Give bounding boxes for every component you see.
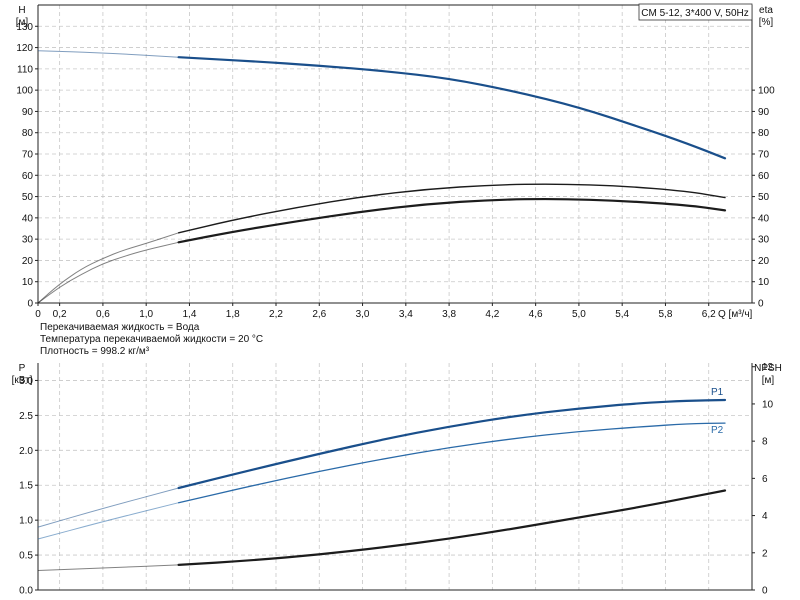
top-left-tick-label: 110	[17, 64, 33, 75]
top-right-tick-label: 0	[758, 299, 764, 310]
top-left-tick-label: 80	[22, 128, 34, 139]
bottom-P2-thin-line	[37, 502, 179, 540]
top-right-tick-label: 90	[758, 107, 770, 118]
top-right-tick-label: 30	[758, 235, 770, 246]
top-x-tick-label: 1,0	[139, 309, 153, 320]
top-H-thin-line	[37, 50, 179, 58]
bottom-P1-thin-line	[37, 487, 179, 528]
top-left-tick-label: 20	[22, 256, 34, 267]
top-H-line	[177, 56, 727, 160]
top-right-axis-unit: [%]	[759, 17, 774, 28]
top-x-tick-label: 0,6	[96, 309, 110, 320]
bottom-right-tick-label: 0	[762, 586, 768, 597]
top-right-tick-label: 80	[758, 128, 770, 139]
top-x-tick-label: 0	[35, 309, 41, 320]
bottom-left-tick-label: 3.0	[19, 376, 33, 387]
top-right-tick-label: 100	[758, 86, 775, 97]
top-x-tick-label: 5,8	[659, 309, 673, 320]
top-right-tick-label: 10	[758, 277, 770, 288]
top-eta_total-thin-line	[37, 232, 179, 304]
top-right-tick-label: 70	[758, 150, 770, 161]
top-x-tick-label: 2,6	[312, 309, 326, 320]
series-label-p2: P2	[711, 425, 724, 436]
bottom-P1-line	[177, 398, 727, 490]
top-x-tick-label: 0,2	[53, 309, 67, 320]
top-eta_pump-thin-line	[37, 241, 179, 304]
top-left-tick-label: 100	[16, 86, 33, 97]
top-left-tick-label: 60	[22, 171, 34, 182]
bottom-left-axis-label: P	[19, 363, 26, 374]
top-right-axis-label: eta	[759, 5, 773, 16]
bottom-NPSH-line	[177, 489, 727, 566]
top-x-tick-label: 3,8	[442, 309, 456, 320]
top-left-tick-label: 50	[22, 192, 34, 203]
top-left-tick-label: 0	[27, 299, 33, 310]
bottom-right-axis-unit: [м]	[762, 375, 775, 386]
top-x-tick-label: 4,2	[485, 309, 499, 320]
bottom-left-tick-label: 1.5	[19, 481, 33, 492]
bottom-right-tick-label: 10	[762, 399, 774, 410]
top-right-tick-label: 20	[758, 256, 770, 267]
top-left-tick-label: 40	[22, 213, 34, 224]
info-line-1: Температура перекачиваемой жидкости = 20…	[40, 334, 263, 345]
top-left-tick-label: 120	[16, 43, 33, 54]
power-npsh-chart: 0.0 0.5 1.0 1.5 2.0 2.5 3.0 0 2 4 6 8 10 12 P[кВт] NPSH…	[12, 362, 782, 596]
legend-box-text: CM 5-12, 3*400 V, 50Hz	[641, 8, 748, 19]
top-x-tick-label: 2,2	[269, 309, 283, 320]
bottom-right-tick-label: 6	[762, 474, 768, 485]
legend-box	[638, 3, 753, 21]
bottom-right-tick-label: 12	[762, 362, 774, 373]
top-eta_total-line	[177, 183, 726, 234]
top-x-tick-label: 5,0	[572, 309, 586, 320]
top-x-axis-label: Q [м³/ч]	[718, 309, 753, 320]
top-left-tick-label: 10	[22, 277, 34, 288]
bottom-right-axis-label: NPSH	[754, 363, 782, 374]
top-left-tick-label: 30	[22, 235, 34, 246]
top-x-tick-label: 1,8	[226, 309, 240, 320]
bottom-right-tick-label: 2	[762, 548, 768, 559]
info-line-2: Плотность = 998.2 кг/м³	[40, 346, 150, 357]
top-x-tick-label: 6,2	[702, 309, 716, 320]
head-efficiency-chart: 0 10 20 30 40 50 60 70 80 90 100 110 120 130 0 10 20 30 40…	[16, 3, 775, 357]
top-right-tick-label: 60	[758, 171, 770, 182]
bottom-NPSH-thin-line	[37, 564, 179, 571]
top-left-axis-label: H	[18, 5, 25, 16]
top-left-tick-label: 130	[16, 22, 33, 33]
series-label-p1: P1	[711, 387, 724, 398]
top-left-tick-label: 70	[22, 150, 34, 161]
top-x-tick-label: 1,4	[183, 309, 197, 320]
bottom-left-tick-label: 0.0	[19, 586, 33, 597]
top-x-tick-label: 4,6	[529, 309, 543, 320]
bottom-right-tick-label: 4	[762, 511, 768, 522]
bottom-left-tick-label: 1.0	[19, 516, 33, 527]
top-x-tick-label: 5,4	[615, 309, 629, 320]
top-left-axis-unit: [м]	[16, 17, 29, 28]
top-eta_pump-line	[177, 197, 727, 244]
bottom-P2-line	[177, 422, 726, 504]
top-right-tick-label: 50	[758, 192, 770, 203]
top-left-tick-label: 90	[22, 107, 34, 118]
top-right-tick-label: 40	[758, 213, 770, 224]
bottom-left-tick-label: 2.0	[19, 446, 33, 457]
bottom-right-tick-label: 8	[762, 437, 768, 448]
bottom-left-tick-label: 2.5	[19, 411, 33, 422]
bottom-left-tick-label: 0.5	[19, 551, 33, 562]
top-x-tick-label: 3,4	[399, 309, 413, 320]
top-x-tick-label: 3,0	[356, 309, 370, 320]
info-line-0: Перекачиваемая жидкость = Вода	[40, 322, 200, 333]
bottom-left-axis-unit: [кВт]	[12, 375, 33, 386]
